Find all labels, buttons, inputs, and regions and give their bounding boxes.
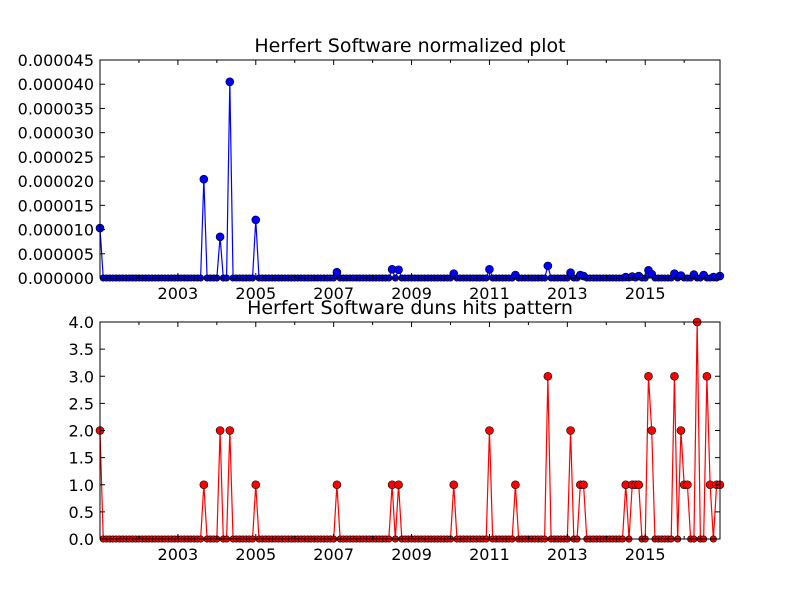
y-tick-label: 0.000020 (18, 172, 94, 191)
x-tick-label: 2007 (313, 284, 354, 303)
data-point (332, 267, 342, 277)
data-point (543, 261, 553, 271)
x-tick-label: 2015 (625, 545, 666, 564)
x-tick-label: 2013 (547, 284, 588, 303)
data-point (634, 480, 644, 490)
data-point (670, 371, 679, 381)
data-point (543, 371, 553, 381)
data-point (676, 426, 686, 435)
y-tick-label: 0.0 (69, 530, 94, 549)
x-tick-label: 2009 (391, 545, 432, 564)
data-point (332, 480, 342, 490)
y-tick-label: 0.000005 (18, 245, 94, 264)
data-point (199, 480, 209, 490)
x-tick-label: 2003 (158, 284, 199, 303)
y-tick-label: 0.000025 (18, 148, 94, 167)
x-tick-label: 2003 (158, 545, 199, 564)
y-tick-label: 0.000040 (18, 75, 94, 94)
chart-title: Herfert Software normalized plot (254, 35, 565, 57)
data-point (485, 264, 494, 274)
data-point (215, 426, 225, 435)
data-point (566, 426, 575, 435)
x-tick-label: 2005 (235, 284, 276, 303)
data-point (647, 426, 657, 435)
data-point (225, 77, 235, 87)
x-tick-label: 2015 (625, 284, 666, 303)
y-tick-label: 0.000010 (18, 221, 94, 240)
y-tick-label: 1.5 (69, 449, 94, 468)
y-tick-label: 0.000015 (18, 196, 94, 215)
y-tick-label: 0.000000 (18, 269, 94, 288)
y-tick-label: 3.0 (69, 367, 94, 386)
data-point (485, 426, 494, 435)
data-point (511, 480, 520, 490)
y-tick-label: 2.5 (69, 394, 94, 413)
x-tick-label: 2011 (469, 545, 510, 564)
data-point (702, 371, 712, 381)
y-tick-label: 0.5 (69, 503, 94, 522)
data-point (394, 265, 403, 275)
x-tick-label: 2009 (391, 284, 432, 303)
normalized-plot: Herfert Software normalized plot 0.000000… (18, 35, 725, 303)
data-point (644, 371, 653, 381)
y-tick-label: 0.000045 (18, 51, 94, 70)
data-point (683, 480, 692, 490)
data-point (215, 232, 225, 242)
data-point (225, 426, 235, 435)
data-point (199, 174, 209, 184)
y-tick-label: 3.5 (69, 340, 94, 359)
chart-title: Herfert Software duns hits pattern (247, 297, 573, 319)
y-tick-label: 1.0 (69, 476, 94, 495)
y-tick-label: 2.0 (69, 422, 94, 441)
data-point (394, 480, 403, 490)
y-tick-label: 0.000035 (18, 99, 94, 118)
y-tick-label: 0.000030 (18, 124, 94, 143)
data-point (566, 268, 575, 277)
data-point (579, 480, 588, 490)
plot-frame (99, 59, 721, 279)
x-tick-label: 2005 (235, 545, 276, 564)
x-tick-label: 2013 (547, 545, 588, 564)
y-tick-label: 4.0 (69, 313, 94, 332)
series-line (99, 81, 721, 280)
data-point (251, 215, 261, 225)
series-line (99, 321, 720, 540)
data-point (449, 480, 459, 490)
x-tick-label: 2007 (313, 545, 354, 564)
data-point (251, 480, 261, 490)
duns-hits-plot: Herfert Software duns hits pattern 0.0 0.5… (69, 297, 725, 564)
x-tick-label: 2011 (469, 284, 510, 303)
